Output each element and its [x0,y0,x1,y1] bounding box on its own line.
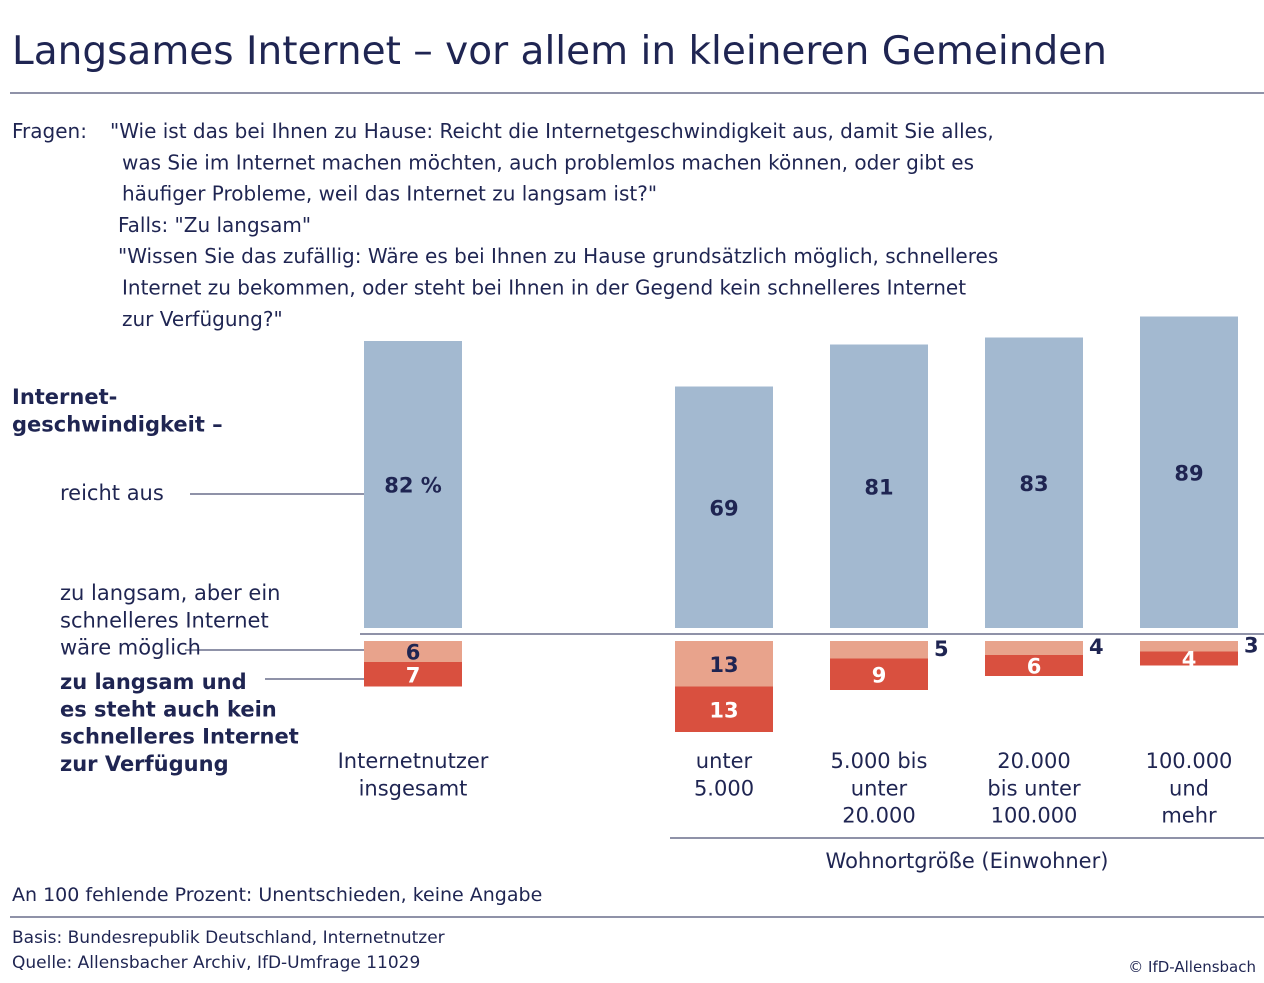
legend-label: zu langsam und es steht auch kein schnelle… [60,670,299,776]
legend-title: Internet-geschwindigkeit – [12,385,223,436]
bar [1140,641,1238,652]
x-tick-label: 20.000 bis unter 100.000 [987,749,1081,828]
bar [830,641,928,659]
question-line: zur Verfügung?" [122,307,283,331]
question-line: Falls: "Zu langsam" [118,213,311,237]
value-label: 4 [1182,648,1197,672]
value-label: 89 [1174,461,1203,485]
bar [1140,651,1238,666]
bar [985,655,1083,676]
question-line: was Sie im Internet machen möchten, auch… [122,150,974,174]
question-line: Internet zu bekommen, oder steht bei Ihn… [122,276,966,300]
note: An 100 fehlende Prozent: Unentschieden, … [12,884,542,906]
bar [985,337,1083,628]
bar [364,641,462,662]
value-label: 83 [1019,472,1048,496]
bar [675,386,773,628]
bar [364,341,462,628]
value-label: 13 [709,653,738,677]
x-tick-label: 100.000 und mehr [1146,749,1233,828]
bar [675,686,773,732]
bar [985,641,1083,655]
source: Quelle: Allensbacher Archiv, IfD-Umfrage… [12,953,420,973]
value-label: 69 [709,496,738,520]
bar [675,641,773,687]
value-label: 9 [872,663,887,687]
x-tick-label: unter 5.000 [694,749,754,800]
value-label: 81 [864,475,893,499]
bar [830,658,928,690]
value-label: 3 [1244,633,1259,657]
bar [364,662,462,687]
value-label: 13 [709,698,738,722]
bar [1140,316,1238,628]
x-tick-label: 5.000 bis unter 20.000 [831,749,928,828]
x-tick-label: Internetnutzer insgesamt [338,749,489,800]
value-label: 5 [934,637,949,661]
value-label: 6 [1027,655,1042,679]
basis: Basis: Bundesrepublik Deutschland, Inter… [12,928,445,948]
value-label: 82 % [384,474,442,498]
bar [830,344,928,628]
question-line: häufiger Probleme, weil das Internet zu … [122,182,657,206]
value-label: 4 [1089,635,1104,659]
group-label: Wohnortgröße (Einwohner) [826,849,1109,873]
question-line: "Wie ist das bei Ihnen zu Hause: Reicht … [110,119,994,143]
legend-label: zu langsam, aber ein schnelleres Internet… [60,581,280,660]
legend-label: reicht aus [60,481,164,505]
chart-title: Langsames Internet – vor allem in kleine… [12,29,1107,74]
value-label: 7 [406,663,421,687]
question-label: Fragen: [12,119,87,143]
value-label: 6 [406,641,421,665]
question-line: "Wissen Sie das zufällig: Wäre es bei Ih… [118,244,998,268]
copyright: © IfD-Allensbach [1128,958,1256,976]
